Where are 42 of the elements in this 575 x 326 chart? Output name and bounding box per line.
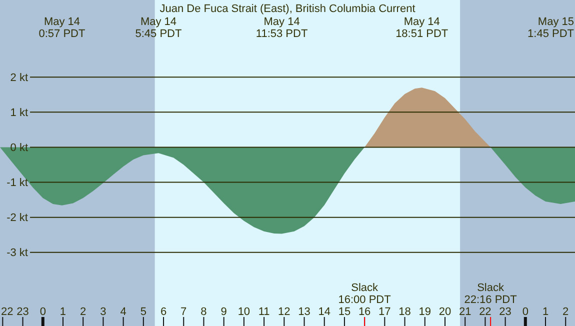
x-tick-label: 23	[499, 306, 512, 318]
annotation: May 14 0:57 PDT	[38, 16, 86, 40]
x-tick-label: 18	[398, 306, 411, 318]
x-tick-label: 15	[338, 306, 351, 318]
x-tick-label: 1	[60, 306, 66, 318]
annotation: Slack 22:16 PDT	[464, 282, 518, 306]
x-tick-label: 12	[278, 306, 290, 318]
y-tick-label: 2 kt	[10, 72, 28, 84]
x-tick-label: 10	[238, 306, 250, 318]
annotation: May 14 5:45 PDT	[135, 16, 182, 40]
annotation: Slack 16:00 PDT	[338, 282, 392, 306]
x-tick-label: 9	[220, 306, 227, 318]
x-tick-label: 5	[140, 306, 146, 318]
x-tick-label: 2	[562, 306, 569, 318]
x-tick-label: 0	[40, 306, 46, 318]
y-tick-label: -3 kt	[6, 247, 28, 260]
x-tick-label: 16	[358, 306, 371, 318]
x-tick-label: 8	[200, 306, 207, 318]
annotation: May 15 1:45 PDT	[528, 16, 574, 40]
x-tick-label: 0	[522, 306, 528, 318]
x-tick-label: 11	[258, 306, 270, 318]
x-tick-label: 4	[120, 306, 126, 318]
x-tick-label: 1	[542, 306, 549, 318]
x-tick-label: 21	[458, 306, 472, 318]
x-tick-label: 2	[80, 306, 86, 318]
annotation: May 14 11:53 PDT	[256, 16, 308, 40]
x-tick-label: 22	[1, 306, 14, 318]
x-tick-label: 20	[438, 306, 452, 318]
annotation: May 14 18:51 PDT	[396, 16, 448, 40]
x-tick-label: 17	[378, 306, 391, 318]
x-tick-label: 6	[160, 306, 167, 318]
y-tick-label: -2 kt	[6, 212, 28, 224]
x-tick-label: 14	[318, 306, 330, 318]
y-tick-label: 1 kt	[10, 107, 28, 120]
y-tick-label: -1 kt	[6, 177, 28, 190]
x-tick-label: 22	[479, 306, 492, 318]
chart-title: Juan De Fuca Strait (East), British Columbia Current	[160, 3, 416, 15]
x-tick-label: 13	[298, 306, 310, 318]
x-tick-label: 19	[418, 306, 432, 318]
x-tick-label: 23	[16, 306, 29, 318]
x-tick-label: 7	[180, 306, 187, 318]
x-tick-label: 3	[100, 306, 106, 318]
